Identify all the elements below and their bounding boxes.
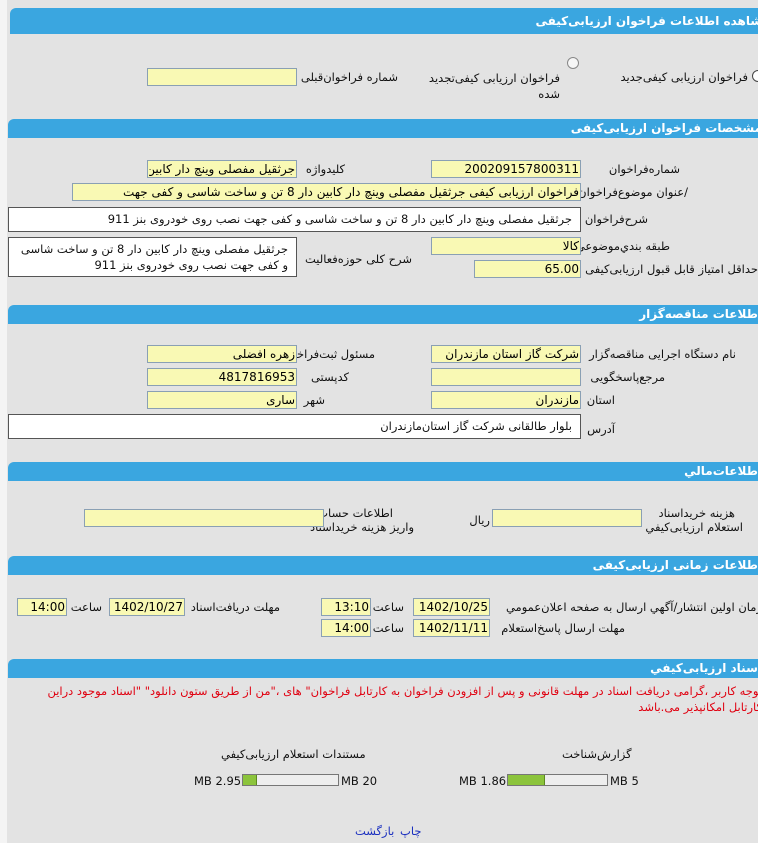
province-input[interactable] <box>431 391 581 409</box>
file-name-docs[interactable]: مستندات استعلام ارزیابی‌کیفي <box>221 747 366 761</box>
reference-label: مرجع‌پاسخگویی <box>590 370 665 384</box>
scope-label: شرح کلی حوزه‌فعالیت <box>304 252 412 266</box>
postal-label: کدپستی <box>310 370 349 384</box>
publish-time-input[interactable] <box>321 598 371 616</box>
province-label: استان <box>586 393 615 407</box>
section-documents-header: اسناد ارزیابی‌کیفي <box>8 659 758 678</box>
section-tenderer-header: اطلاعات مناقصه‌گزار <box>8 305 758 324</box>
section-timing-header: اطلاعات زمانی ارزیابی‌کیفی <box>8 556 758 575</box>
registrar-input[interactable] <box>147 345 297 363</box>
previous-number-input[interactable] <box>147 68 297 86</box>
fee-label-2: استعلام ارزیابی‌کیفي <box>645 520 743 534</box>
radio-new-label: فراخوان ارزیابی کیفی‌جدید <box>620 70 748 84</box>
reply-deadline-time-input[interactable] <box>321 619 371 637</box>
print-link[interactable]: چاپ <box>400 824 422 838</box>
address-label: آدرس <box>587 422 615 436</box>
page-edge <box>0 0 7 843</box>
publish-time-label: ساعت <box>372 600 404 614</box>
reply-deadline-date-input[interactable] <box>413 619 490 637</box>
scope-box: جرثقیل مفصلی وینچ دار کابین دار 8 تن و س… <box>8 237 297 277</box>
docs-deadline-time-input[interactable] <box>17 598 67 616</box>
section-specs-header: مشخصات فراخوان ارزیابی‌کیفی <box>8 119 758 138</box>
reference-input[interactable] <box>431 368 581 386</box>
file-max-docs: 20 MB <box>341 774 378 788</box>
notice-line-1: توجه کاربر ،گرامی دریافت اسناد در مهلت ق… <box>47 684 758 698</box>
account-label-2: واریز هزینه خریداسناد <box>309 520 414 534</box>
address-box: بلوار طالقانی شرکت گاز استان‌مازندران <box>8 414 581 439</box>
subject-label: /عنوان موضوع‌فراخوان <box>578 185 688 199</box>
file-max-report: 5 MB <box>610 774 639 788</box>
publish-date-input[interactable] <box>413 598 490 616</box>
org-input[interactable] <box>431 345 581 363</box>
previous-number-label: شماره فراخوان‌قبلی <box>300 70 398 84</box>
city-input[interactable] <box>147 391 297 409</box>
radio-renewed-label: فراخوان ارزیابی کیفی‌تجدید شده <box>428 71 560 101</box>
registrar-label: مسئول ثبت‌فراخوان <box>279 347 375 361</box>
notice-line-2: کارتابل امکانپذیر می.باشد <box>638 700 758 714</box>
docs-deadline-label: مهلت دریافت‌اسناد <box>190 600 280 614</box>
category-input[interactable] <box>431 237 581 255</box>
city-label: شهر <box>303 393 325 407</box>
category-label: طبقه بندي‌موضوعي <box>575 239 670 253</box>
min-score-input[interactable] <box>474 260 581 278</box>
subject-input[interactable] <box>72 183 581 201</box>
radio-renewed[interactable] <box>567 57 579 69</box>
description-label: شرح‌فراخوان <box>584 212 648 226</box>
publish-label: زمان اولین انتشار/آگهي ارسال به صفحه اعل… <box>505 600 758 614</box>
file-size-report: 1.86 MB <box>459 774 507 788</box>
number-label: شماره‌فراخوان <box>608 162 680 176</box>
fee-input[interactable] <box>492 509 642 527</box>
reply-deadline-label: مهلت ارسال پاسخ‌استعلام <box>501 621 625 635</box>
file-size-docs: 2.95 MB <box>194 774 242 788</box>
description-box: جرثقیل مفصلی وینچ دار کابین دار 8 تن و س… <box>8 207 581 232</box>
currency-label: ریال <box>469 513 490 527</box>
section-financial-header: اطلاعات‌مالي <box>8 462 758 481</box>
min-score-label: حداقل امتیاز قابل قبول ارزیابی‌کیفی <box>585 262 758 276</box>
progress-bar-report <box>507 774 608 786</box>
keyword-label: کلیدواژه <box>305 162 345 176</box>
back-link[interactable]: بازگشت <box>355 824 395 838</box>
postal-input[interactable] <box>147 368 297 386</box>
keyword-input[interactable] <box>147 160 297 178</box>
fee-label-1: هزینه خریداسناد <box>658 506 735 520</box>
file-name-report[interactable]: گزارش‌شناخت <box>562 747 632 761</box>
account-input[interactable] <box>84 509 324 527</box>
docs-deadline-date-input[interactable] <box>109 598 185 616</box>
docs-deadline-time-label: ساعت <box>70 600 102 614</box>
number-input[interactable] <box>431 160 581 178</box>
page-title: مشاهده اطلاعات فراخوان ارزیابی‌کیفی <box>10 8 758 34</box>
radio-new[interactable] <box>752 70 758 82</box>
progress-fill-report <box>508 775 545 785</box>
org-label: نام دستگاه اجرایی مناقصه‌گزار <box>589 347 736 361</box>
reply-deadline-time-label: ساعت <box>372 621 404 635</box>
progress-bar-docs <box>242 774 339 786</box>
progress-fill-docs <box>243 775 257 785</box>
